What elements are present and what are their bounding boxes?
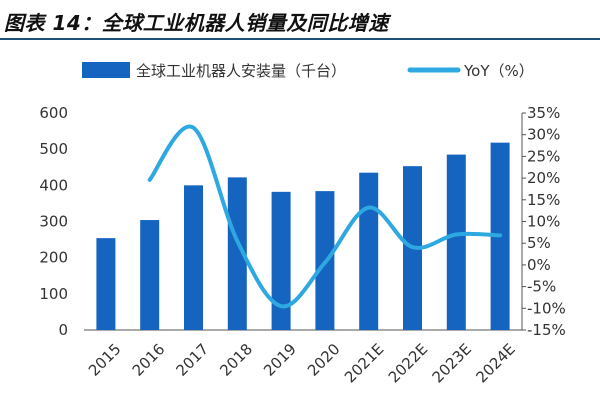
y-left-tick-400: 400 [39, 176, 68, 194]
bar-2016 [140, 220, 160, 330]
x-tick-2021E: 2021E [341, 340, 387, 386]
yoy-series [147, 124, 503, 309]
y-right-tick-30%: 30% [527, 126, 560, 144]
bar-series [96, 142, 510, 330]
y-right-tick-20%: 20% [527, 169, 560, 187]
x-tick-2015: 2015 [85, 340, 125, 380]
x-tick-2019: 2019 [260, 340, 300, 380]
x-tick-2016: 2016 [129, 340, 169, 380]
y-left-tick-500: 500 [39, 140, 68, 158]
legend-label-line: YoY（%） [463, 62, 534, 80]
y-right-tick-5%: 5% [527, 234, 551, 252]
y-left-tick-0: 0 [58, 321, 68, 339]
bar-2015 [96, 238, 116, 330]
x-axis-ticks: 2015 2016 2017 2018 2019 20202021E2022E2023E2… [85, 340, 519, 386]
legend: 全球工业机器人安装量（千台） YoY（%） [82, 62, 534, 80]
y-left-ticks: 0 100 200 300 400 500 600 [39, 104, 68, 339]
x-tick-2024E: 2024E [472, 340, 518, 386]
x-tick-2018: 2018 [216, 340, 256, 380]
y-right-tick--5%: -5% [527, 278, 556, 296]
x-tick-2020: 2020 [304, 340, 344, 380]
x-tick-2017: 2017 [173, 340, 213, 380]
y-right-ticks: -15% -10% -5% 0% 5% 10% 15% 20% 25% 30% 35% [522, 104, 566, 339]
y-left-tick-300: 300 [39, 213, 68, 231]
bar-2021E [359, 172, 379, 330]
y-right-tick-10%: 10% [527, 213, 560, 231]
bar-2017 [184, 185, 203, 330]
bar-2018 [227, 177, 247, 330]
legend-label-bar: 全球工业机器人安装量（千台） [136, 62, 346, 80]
figure-header: 图表 14：全球工业机器人销量及同比增速 [0, 0, 600, 40]
bar-2019 [271, 191, 291, 330]
y-right-tick--10%: -10% [527, 299, 566, 317]
y-left-tick-200: 200 [39, 249, 68, 267]
y-right-tick-35%: 35% [527, 104, 560, 122]
y-right-tick-25%: 25% [527, 147, 560, 165]
legend-swatch-bar [82, 62, 130, 78]
yoy-line [147, 124, 503, 309]
x-tick-2022E: 2022E [385, 340, 431, 386]
y-left-tick-100: 100 [39, 285, 68, 303]
x-tick-2023E: 2023E [429, 340, 475, 386]
y-right-tick-0%: 0% [527, 256, 551, 274]
chart-title: 图表 14：全球工业机器人销量及同比增速 [4, 11, 389, 35]
bar-2023E [446, 154, 466, 330]
y-left-tick-600: 600 [39, 104, 68, 122]
y-right-tick-15%: 15% [527, 191, 560, 209]
y-right-tick--15%: -15% [527, 321, 566, 339]
